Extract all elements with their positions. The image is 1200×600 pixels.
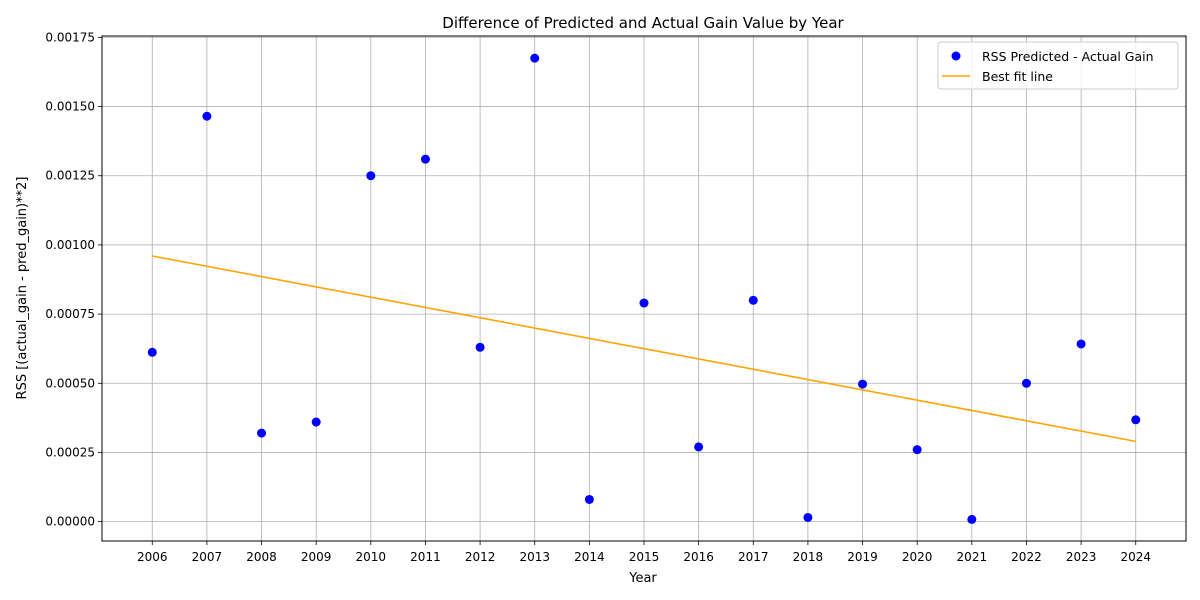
data-point (1076, 339, 1086, 349)
x-tick-label: 2017 (738, 550, 769, 564)
y-tick-label: 0.00075 (45, 307, 95, 321)
data-point (311, 417, 321, 427)
y-tick-label: 0.00150 (45, 100, 95, 114)
data-point (639, 298, 649, 308)
x-tick-label: 2007 (192, 550, 223, 564)
y-tick-label: 0.00100 (45, 238, 95, 252)
data-point (1131, 415, 1141, 425)
data-point (803, 512, 813, 522)
data-point (912, 445, 922, 455)
data-point (694, 442, 704, 452)
x-tick-label: 2018 (793, 550, 824, 564)
y-axis-label: RSS [(actual_gain - pred_gain)**2] (15, 177, 30, 400)
y-axis-ticks: 0.00000 0.00025 0.00050 0.00075 0.00100 0.001… (45, 30, 102, 529)
data-point (858, 379, 868, 389)
x-tick-label: 2014 (574, 550, 605, 564)
x-tick-label: 2010 (356, 550, 387, 564)
best-fit-line (152, 255, 1136, 443)
legend: RSS Predicted - Actual Gain Best fit lin… (937, 41, 1179, 90)
x-axis-label: Year (628, 571, 657, 586)
y-tick-label: 0.00025 (45, 445, 95, 459)
x-tick-label: 2019 (847, 550, 878, 564)
legend-label-scatter: RSS Predicted - Actual Gain (982, 49, 1154, 64)
x-tick-label: 2011 (410, 550, 441, 564)
y-tick-label: 0.00000 (45, 515, 95, 529)
x-tick-label: 2016 (683, 550, 714, 564)
data-point (366, 171, 376, 181)
data-point (257, 428, 267, 438)
data-point (530, 53, 540, 63)
data-point (1021, 378, 1031, 388)
legend-label-fit: Best fit line (982, 69, 1053, 84)
scatter-points (147, 53, 1141, 524)
x-tick-label: 2015 (629, 550, 660, 564)
grid-lines (102, 36, 1186, 541)
y-tick-label: 0.00050 (45, 376, 95, 390)
x-tick-label: 2021 (957, 550, 988, 564)
data-point (147, 347, 157, 357)
data-point (202, 111, 212, 121)
x-tick-label: 2022 (1011, 550, 1042, 564)
legend-scatter-marker (951, 51, 961, 61)
x-tick-label: 2023 (1066, 550, 1097, 564)
legend-box (937, 41, 1179, 90)
x-tick-label: 2009 (301, 550, 332, 564)
data-point (967, 514, 977, 524)
x-tick-label: 2024 (1120, 550, 1151, 564)
x-tick-label: 2006 (137, 550, 168, 564)
y-tick-label: 0.00125 (45, 169, 95, 183)
x-tick-label: 2008 (246, 550, 277, 564)
chart-title: Difference of Predicted and Actual Gain … (442, 14, 844, 32)
x-tick-label: 2013 (519, 550, 550, 564)
y-tick-label: 0.00175 (45, 30, 95, 44)
best-fit-line-layer (152, 255, 1136, 443)
data-point (420, 154, 430, 164)
x-tick-label: 2012 (465, 550, 496, 564)
x-tick-label: 2020 (902, 550, 933, 564)
data-point (475, 342, 485, 352)
data-point (748, 295, 758, 305)
data-point (584, 494, 594, 504)
x-axis-ticks: 2006 2007 2008 2009 2010 2011 2012 2013 2014 2015… (137, 541, 1151, 564)
